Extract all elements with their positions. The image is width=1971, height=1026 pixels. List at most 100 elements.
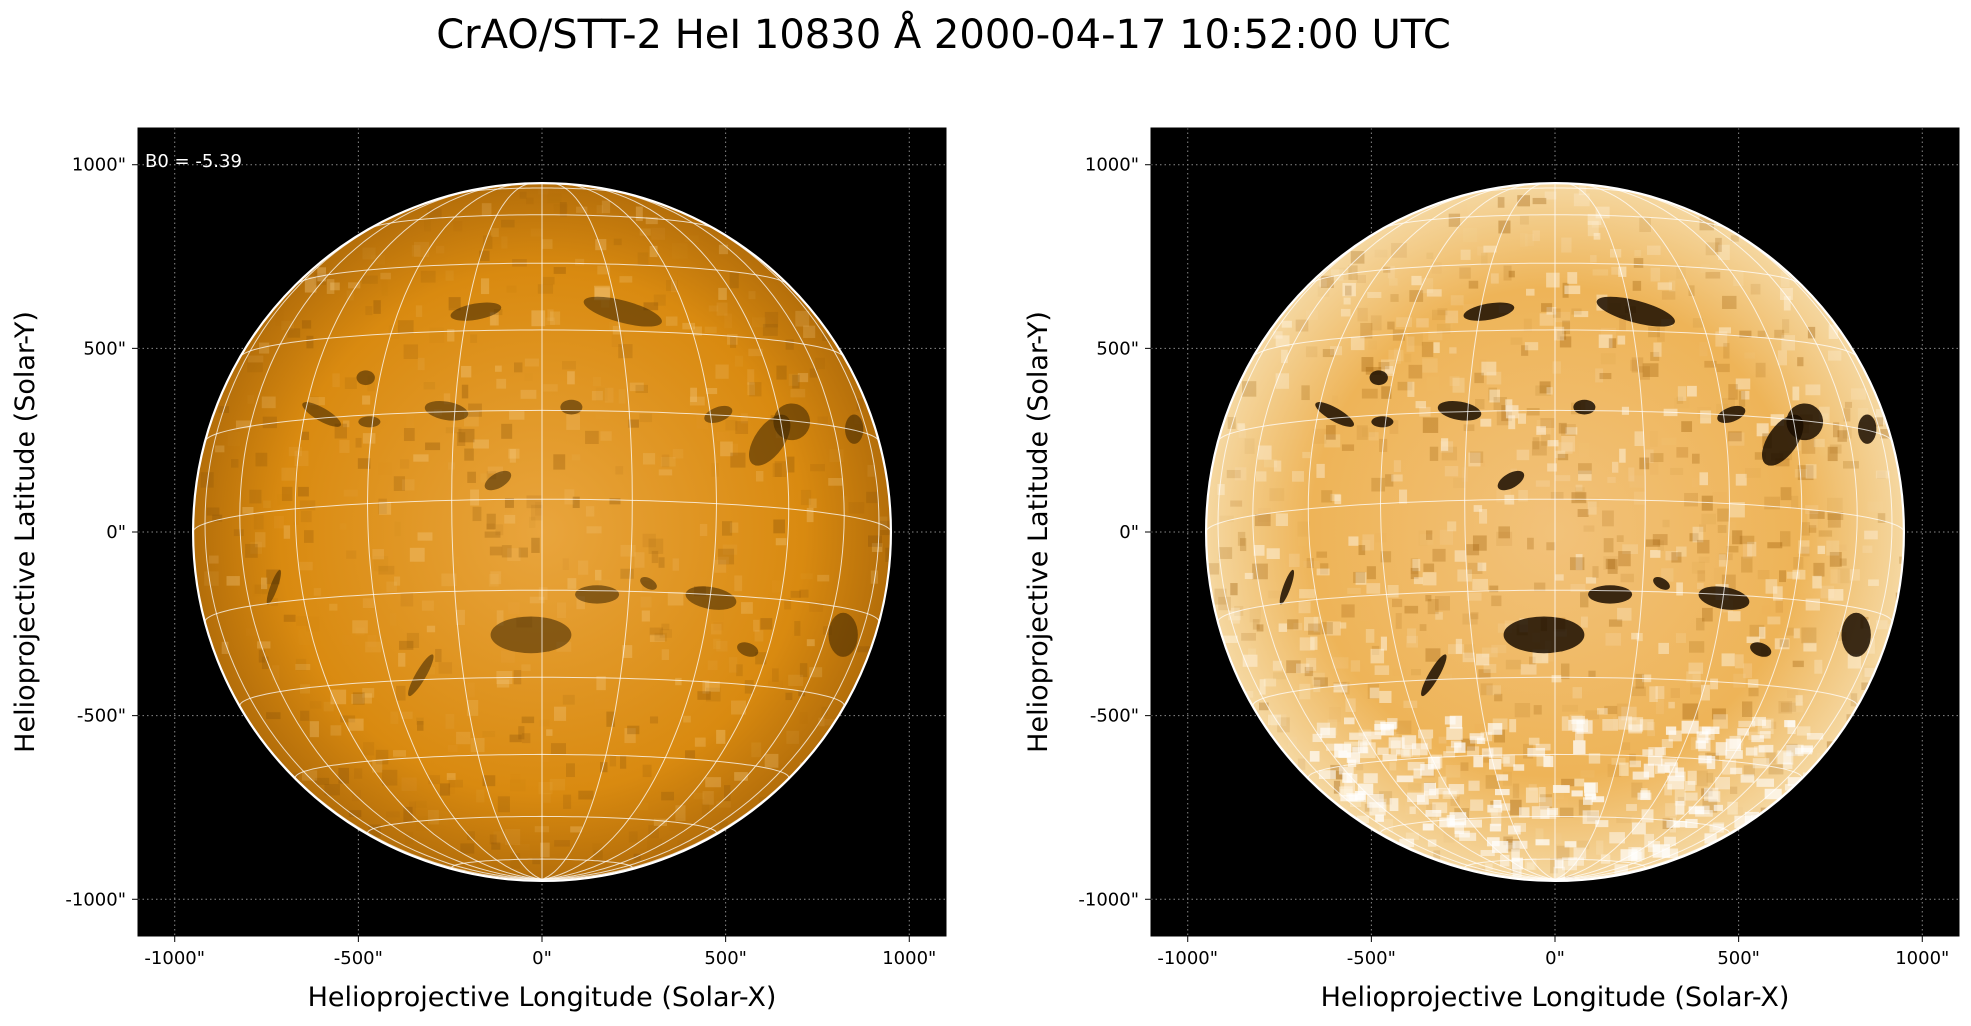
- dark-filament: [1750, 642, 1772, 657]
- x-tick-label: 0": [1545, 948, 1565, 969]
- dark-filament: [1653, 577, 1670, 590]
- dark-filament: [1421, 654, 1447, 697]
- latitude-line: [1206, 498, 1904, 533]
- longitude-line: [541, 188, 845, 880]
- longitude-line: [366, 183, 543, 880]
- right-solar-image-panel: -1000" 1000" -500" 500" 0" 0" 500" -500" 1000" -1…: [1000, 0, 1971, 1026]
- y-tick: 1000": [72, 155, 138, 176]
- y-tick: 500": [1096, 338, 1151, 359]
- y-tick-label: 500": [83, 338, 126, 359]
- dark-filament: [1463, 302, 1515, 321]
- latitude-line: [1252, 676, 1858, 706]
- dark-filament: [1279, 569, 1295, 605]
- y-tick-label: -500": [77, 706, 126, 727]
- latitude-line: [204, 409, 880, 442]
- left-solar-image-panel: -1000" 1000" -500" 500" 0" 0" 500" -500" 1000" -1…: [0, 0, 960, 1026]
- y-tick: -500": [77, 706, 138, 727]
- dark-filament: [1588, 585, 1633, 604]
- latitude-line: [1471, 187, 1639, 194]
- y-tick: 0": [106, 522, 138, 543]
- x-tick-label: -1000": [144, 948, 205, 969]
- longitude-line: [1379, 183, 1556, 880]
- dark-filament: [1841, 612, 1871, 657]
- x-axis-label: Helioprojective Longitude (Solar-X): [1321, 982, 1790, 1013]
- y-tick: -500": [1090, 706, 1151, 727]
- x-tick: 0": [1545, 936, 1565, 969]
- dark-filament: [685, 586, 737, 610]
- latitude-line: [1309, 262, 1801, 285]
- latitude-line: [1217, 589, 1893, 622]
- x-tick: -1000": [1157, 936, 1218, 969]
- latitude-line: [1380, 815, 1730, 833]
- dark-filament: [408, 654, 434, 697]
- dark-filament: [1573, 399, 1596, 415]
- longitude-line: [541, 183, 633, 880]
- right-solar-plot: -1000" 1000" -500" 500" 0" 0" 500" -500" 1000" -1…: [1023, 127, 1960, 1013]
- longitude-line: [1217, 206, 1556, 880]
- latitude-line: [294, 753, 790, 778]
- latitude-line: [451, 858, 633, 868]
- latitude-line: [240, 329, 844, 357]
- x-tick-label: 500": [1717, 948, 1760, 969]
- longitude-line: [204, 206, 543, 880]
- y-tick: -1000": [1078, 889, 1151, 910]
- dark-filament: [424, 400, 469, 421]
- dark-filament: [356, 370, 375, 386]
- latitude-line: [1383, 214, 1727, 229]
- dark-filament: [1698, 586, 1750, 610]
- figure-title: CrAO/STT-2 HeI 10830 Å 2000-04-17 10:52:…: [436, 12, 1451, 58]
- dark-filament: [1762, 414, 1804, 466]
- y-tick: -1000": [65, 889, 138, 910]
- latitude-line: [370, 214, 714, 229]
- latitude-line: [1464, 858, 1646, 868]
- x-tick: 500": [1717, 936, 1760, 969]
- dark-filament: [583, 296, 662, 327]
- longitude-line: [1554, 206, 1893, 880]
- x-tick: -1000": [144, 936, 205, 969]
- x-axis-label: Helioprojective Longitude (Solar-X): [308, 982, 777, 1013]
- latitude-line: [1307, 753, 1803, 778]
- dark-filament: [845, 414, 864, 444]
- dark-filament: [490, 616, 572, 654]
- disk-texture: [200, 191, 891, 881]
- y-tick-label: 0": [1119, 522, 1139, 543]
- dark-filament: [1371, 416, 1394, 428]
- y-tick: 1000": [1085, 155, 1151, 176]
- y-tick: 500": [83, 338, 138, 359]
- x-tick: 500": [704, 936, 747, 969]
- dark-filament: [749, 414, 791, 466]
- y-tick-label: 500": [1096, 338, 1139, 359]
- dark-filament: [560, 399, 583, 415]
- y-tick: 0": [1119, 522, 1151, 543]
- latitude-line: [367, 815, 717, 833]
- dark-filament: [640, 577, 657, 590]
- y-tick-label: 1000": [1085, 155, 1139, 176]
- longitude-line: [294, 184, 543, 880]
- dark-filament: [1503, 616, 1585, 654]
- dark-filament: [358, 416, 381, 428]
- y-tick-label: -500": [1090, 706, 1139, 727]
- x-tick: 1000": [882, 936, 936, 969]
- dark-filament: [484, 470, 512, 491]
- x-tick: -500": [334, 936, 383, 969]
- y-tick-label: -1000": [1078, 889, 1139, 910]
- dark-filament: [1315, 402, 1355, 427]
- x-tick-label: 0": [532, 948, 552, 969]
- x-tick: -500": [1347, 936, 1396, 969]
- b0-annotation: B0 = -5.39: [145, 151, 242, 172]
- dark-filament: [1497, 470, 1525, 491]
- longitude-line: [1252, 188, 1556, 880]
- dark-filament: [1437, 400, 1482, 421]
- longitude-line: [1307, 184, 1556, 880]
- dark-filament: [1596, 296, 1675, 327]
- dark-filament: [1369, 370, 1388, 386]
- latitude-line: [458, 187, 626, 194]
- longitude-line: [541, 206, 880, 880]
- dark-filament: [737, 642, 759, 657]
- x-tick-label: -500": [1347, 948, 1396, 969]
- x-tick: 1000": [1895, 936, 1949, 969]
- longitude-line: [1554, 188, 1858, 880]
- y-axis-label: Helioprojective Latitude (Solar-Y): [10, 311, 41, 753]
- longitude-line: [451, 183, 543, 880]
- x-tick-label: -1000": [1157, 948, 1218, 969]
